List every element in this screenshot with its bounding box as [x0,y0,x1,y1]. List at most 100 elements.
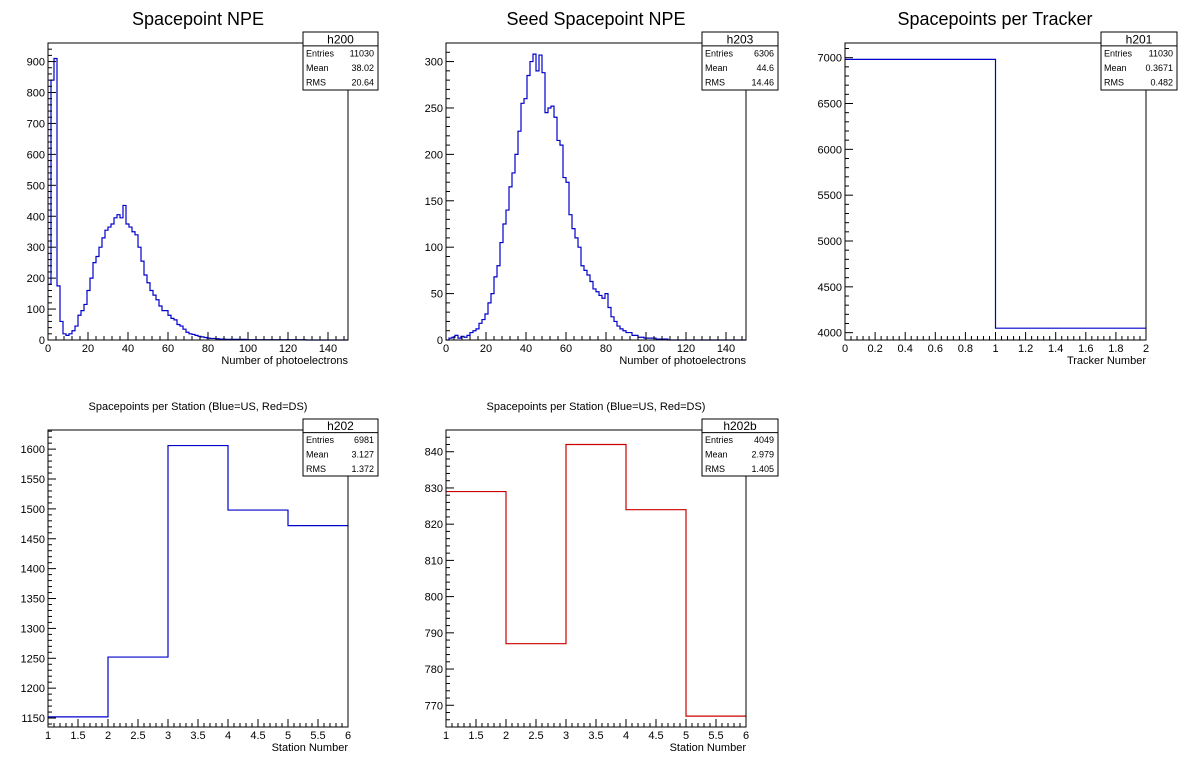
stats-value: 44.6 [756,63,774,73]
histogram-line [446,443,746,717]
y-tick-label: 770 [425,700,443,712]
stats-histogram-name: h201 [1126,32,1153,46]
x-tick-label: 120 [279,343,297,355]
stats-label: RMS [705,464,725,474]
chart-title: Spacepoints per Station (Blue=US, Red=DS… [487,401,706,413]
stats-label: Mean [306,63,329,73]
histogram-line [48,57,348,341]
y-tick-label: 800 [425,592,443,604]
x-tick-label: 140 [319,343,337,355]
y-tick-label: 200 [27,273,45,285]
y-tick-label: 250 [425,103,443,115]
x-tick-label: 1 [45,730,51,742]
x-tick-label: 0.8 [958,343,973,355]
y-tick-label: 840 [425,447,443,459]
x-tick-label: 6 [743,730,749,742]
stats-box: h200 Entries 11030 Mean 38.02 RMS 20.64 [302,31,379,91]
stats-value: 0.3671 [1145,63,1173,73]
x-tick-label: 1.6 [1078,343,1093,355]
x-tick-label: 2.5 [130,730,145,742]
histogram-line [446,53,746,341]
x-axis-label: Number of photoelectrons [619,355,746,367]
histogram-h201: Spacepoints per Tracker 0 0.2 0.4 0.6 0.8 1 1.2… [818,9,1178,367]
y-tick-label: 7000 [818,53,842,65]
y-tick-label: 1150 [21,713,45,725]
x-tick-label: 4.5 [648,730,663,742]
stats-histogram-name: h202 [327,419,354,433]
x-tick-label: 1.2 [1018,343,1033,355]
y-tick-label: 1550 [21,474,45,486]
x-tick-label: 20 [82,343,94,355]
x-tick-label: 1 [992,343,998,355]
histogram-h200: Spacepoint NPE 0 20 40 60 80 100 120 140 0 100 200 3… [27,9,379,367]
x-tick-label: 4 [225,730,231,742]
x-tick-label: 60 [560,343,572,355]
stats-histogram-name: h200 [327,32,354,46]
stats-value: 11030 [350,48,374,58]
x-tick-label: 1.5 [70,730,85,742]
stats-box-frame [302,31,379,91]
y-tick-label: 100 [425,242,443,254]
x-tick-label: 2 [1143,343,1149,355]
x-axis-label: Station Number [272,742,349,754]
y-tick-label: 6500 [818,99,842,111]
stats-value: 14.46 [751,78,774,88]
stats-box: h202b Entries 4049 Mean 2.979 RMS 1.405 [701,418,779,477]
stats-label: Mean [705,63,728,73]
x-tick-label: 0 [842,343,848,355]
y-tick-label: 1350 [21,594,45,606]
plot-frame [445,429,747,728]
histogram-line [48,444,348,718]
histogram-h203: Seed Spacepoint NPE 0 20 40 60 80 100 120 140 0 50… [425,9,779,367]
stats-value: 6306 [754,48,774,58]
x-tick-label: 40 [122,343,134,355]
x-tick-label: 3.5 [190,730,205,742]
x-tick-label: 40 [520,343,532,355]
x-tick-label: 1.8 [1108,343,1123,355]
y-tick-label: 6000 [818,144,842,156]
y-tick-label: 0 [437,335,443,347]
x-axis-label: Station Number [670,742,747,754]
histogram-h202b: Spacepoints per Station (Blue=US, Red=DS… [425,401,779,754]
stats-histogram-name: h203 [727,32,754,46]
stats-box-frame [701,31,779,91]
x-tick-label: 0 [45,343,51,355]
stats-label: Mean [705,449,728,459]
x-tick-label: 2.5 [528,730,543,742]
x-tick-label: 2 [503,730,509,742]
histogram-h202: Spacepoints per Station (Blue=US, Red=DS… [21,401,379,754]
stats-value: 11030 [1149,48,1173,58]
x-tick-label: 0.2 [867,343,882,355]
x-tick-label: 1.4 [1048,343,1063,355]
x-tick-label: 1.5 [468,730,483,742]
stats-label: RMS [306,464,326,474]
histogram-line [845,58,1146,329]
stats-value: 20.64 [351,78,374,88]
x-tick-label: 0 [443,343,449,355]
x-tick-label: 60 [162,343,174,355]
y-tick-label: 1200 [21,683,45,695]
stats-box-frame [302,418,379,477]
stats-label: Entries [1104,48,1133,58]
y-tick-label: 300 [425,57,443,69]
y-tick-label: 800 [27,88,45,100]
x-tick-label: 140 [717,343,735,355]
stats-value: 1.372 [351,464,374,474]
x-tick-label: 4 [623,730,629,742]
y-tick-label: 4000 [818,328,842,340]
y-tick-label: 820 [425,519,443,531]
y-tick-label: 100 [27,304,45,316]
x-tick-label: 80 [202,343,214,355]
y-tick-label: 400 [27,211,45,223]
y-tick-label: 4500 [818,282,842,294]
x-tick-label: 5.5 [310,730,325,742]
x-tick-label: 2 [105,730,111,742]
y-tick-label: 500 [27,180,45,192]
y-tick-label: 830 [425,483,443,495]
x-tick-label: 100 [239,343,257,355]
stats-box-frame [701,418,779,477]
stats-label: Entries [705,48,734,58]
y-tick-label: 780 [425,664,443,676]
x-tick-label: 3.5 [588,730,603,742]
